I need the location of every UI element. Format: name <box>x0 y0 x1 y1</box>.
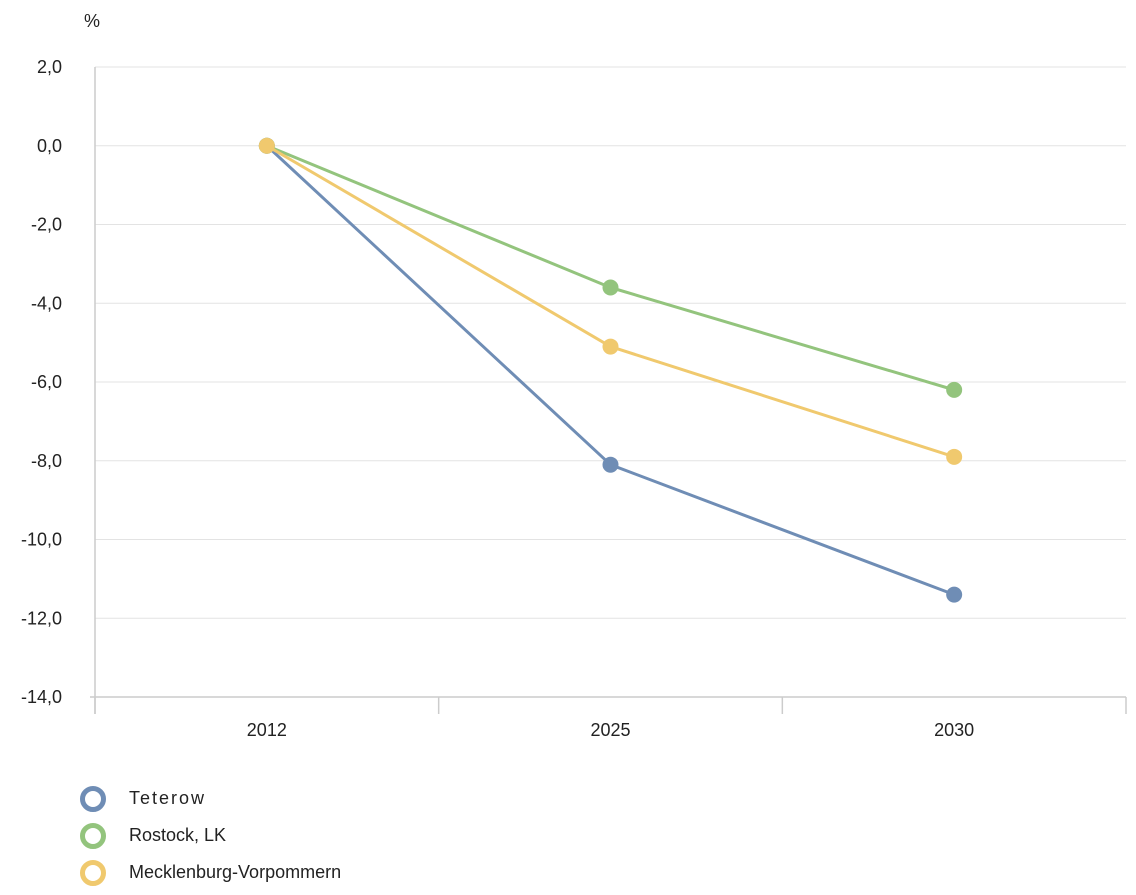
series-mecklenburg-vorpommern <box>258 137 963 465</box>
y-axis-unit-label: % <box>84 11 100 31</box>
y-tick-label: -6,0 <box>31 372 62 392</box>
y-axis-tick-labels: 2,0 0,0 -2,0 -4,0 -6,0 -8,0 -10,0 -12,0 -14,0 <box>21 57 62 707</box>
y-tick-label: -8,0 <box>31 451 62 471</box>
x-tick-label: 2012 <box>247 720 287 740</box>
axes <box>90 67 1127 714</box>
y-tick-label: -2,0 <box>31 215 62 235</box>
data-point <box>602 456 619 473</box>
legend-item-rostock-lk[interactable]: Rostock, LK <box>80 817 341 854</box>
y-tick-label: 2,0 <box>37 57 62 77</box>
legend-marker-icon <box>80 859 106 886</box>
data-point <box>946 586 963 603</box>
series-rostock-lk <box>258 137 963 398</box>
y-tick-label: -12,0 <box>21 608 62 628</box>
data-point <box>602 279 619 296</box>
series-line <box>266 144 955 459</box>
legend-label: Teterow <box>129 788 207 808</box>
y-tick-label: -14,0 <box>21 687 62 707</box>
legend-item-mecklenburg-vorpommern[interactable]: Mecklenburg-Vorpommern <box>80 854 341 891</box>
legend-label: Mecklenburg-Vorpommern <box>129 862 342 882</box>
line-chart: % 2,00,0-2,0-4,0-6,0-8,0-10,0-12,0-14,0 … <box>21 11 1127 740</box>
series-lines <box>258 137 963 603</box>
x-axis-tick-labels: 2012 2025 2030 <box>247 720 974 740</box>
data-point <box>258 137 275 154</box>
y-tick-label: -4,0 <box>31 293 62 313</box>
legend-label: Rostock, LK <box>129 825 227 845</box>
series-line <box>265 144 955 597</box>
x-tick-label: 2025 <box>590 720 630 740</box>
data-point <box>602 338 619 355</box>
legend-marker-icon <box>80 785 106 812</box>
legend: Teterow Rostock, LK Mecklenburg-Vorpomme… <box>80 780 341 891</box>
data-point <box>946 448 963 465</box>
series-teterow <box>258 137 963 603</box>
legend-item-teterow[interactable]: Teterow <box>80 780 341 817</box>
data-point <box>946 381 963 398</box>
y-tick-label: -10,0 <box>21 530 62 550</box>
legend-marker-icon <box>80 822 106 849</box>
y-tick-label: 0,0 <box>37 136 62 156</box>
x-tick-label: 2030 <box>934 720 974 740</box>
